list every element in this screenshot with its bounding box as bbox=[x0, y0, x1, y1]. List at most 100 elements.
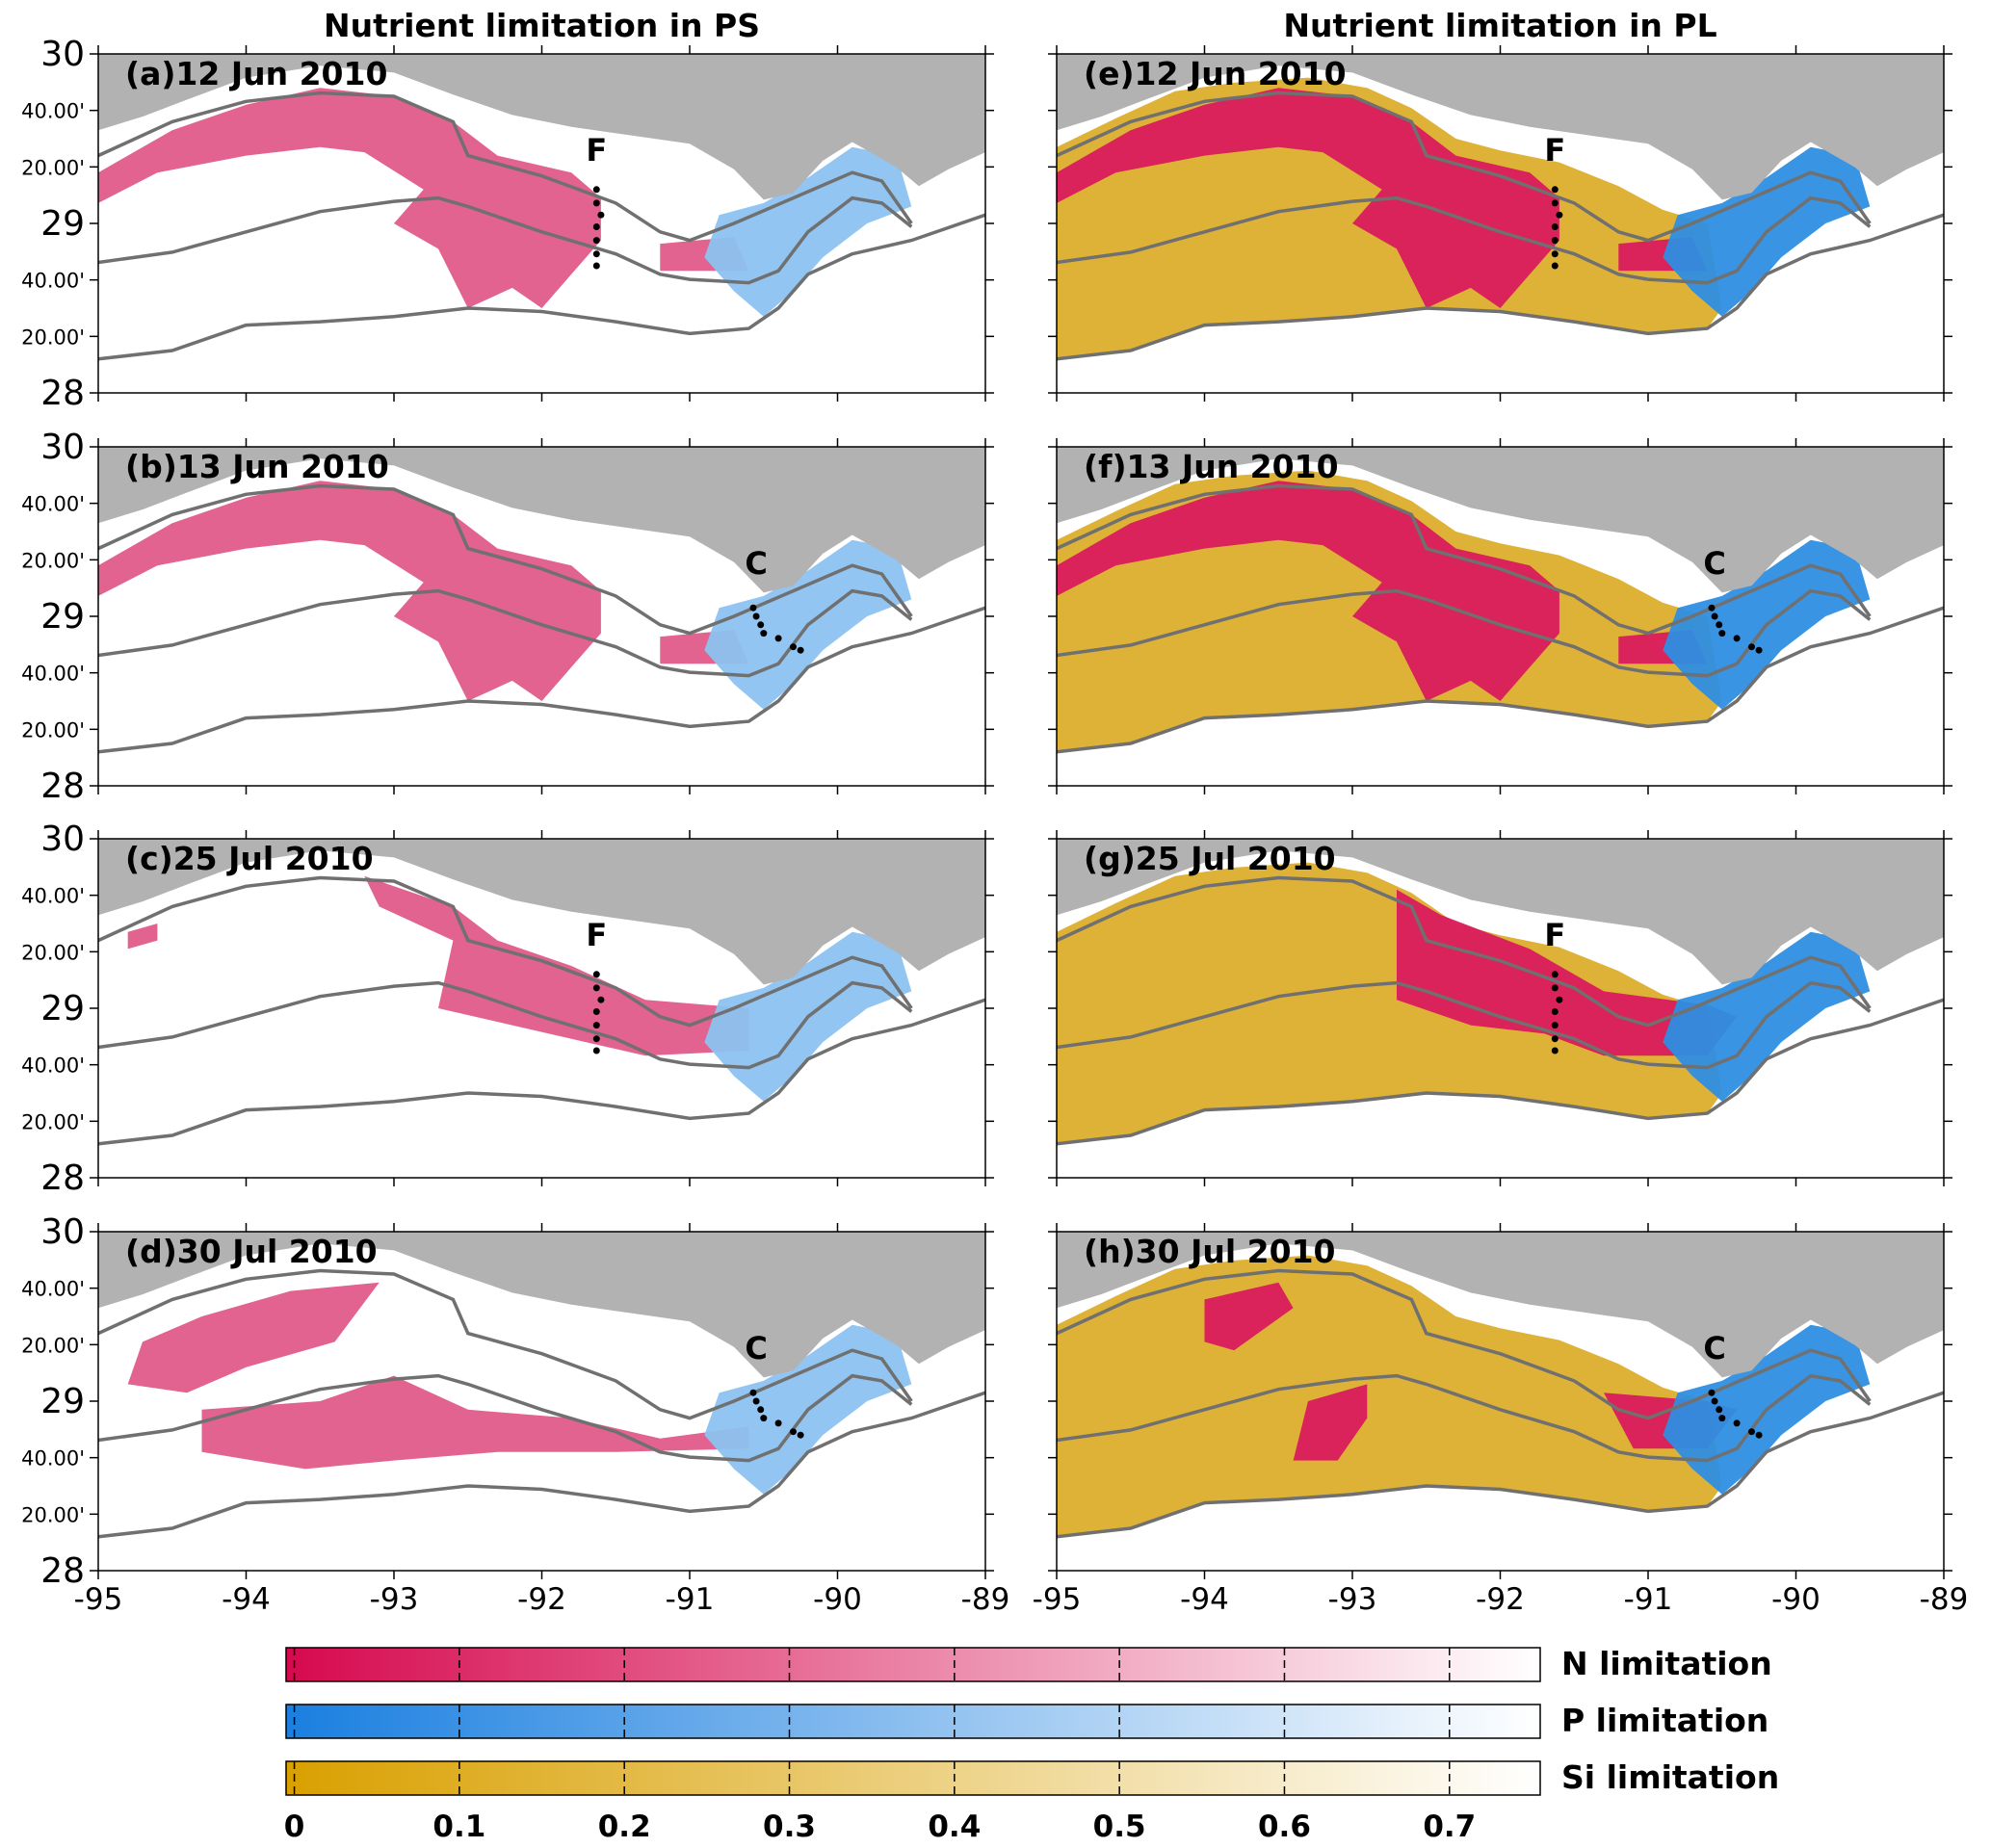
station-dot bbox=[1551, 186, 1559, 194]
isobath-contour bbox=[1057, 1391, 1944, 1539]
panel-label: (h)30 Jul 2010 bbox=[1084, 1233, 1336, 1270]
land bbox=[1057, 447, 1944, 593]
map-content: C bbox=[98, 1232, 985, 1571]
y-tick-label: 30 bbox=[40, 820, 85, 859]
isobath-contour bbox=[98, 1391, 985, 1539]
station-dot bbox=[597, 996, 605, 1003]
transect-label: C bbox=[745, 545, 767, 582]
y-tick-label: 40.00' bbox=[21, 1278, 85, 1301]
limitation-region bbox=[201, 1375, 749, 1470]
x-tick-label: -91 bbox=[666, 1582, 715, 1617]
x-tick-label: -90 bbox=[1771, 1582, 1821, 1617]
y-tick-label: 40.00' bbox=[21, 1054, 85, 1078]
y-tick-label: 30 bbox=[40, 428, 85, 467]
transect-label: F bbox=[586, 917, 607, 953]
isobath-contour bbox=[98, 606, 985, 754]
station-dot bbox=[1711, 612, 1718, 620]
colorbar-tick-label: 0.3 bbox=[763, 1809, 816, 1844]
limitation-region bbox=[98, 88, 601, 308]
station-dot bbox=[760, 1415, 768, 1422]
y-tick-label: 28 bbox=[40, 374, 85, 413]
colorbar-tick-label: 0 bbox=[284, 1809, 305, 1844]
station-dot bbox=[592, 199, 600, 207]
station-dot bbox=[1718, 630, 1726, 638]
isobath-contour bbox=[98, 213, 985, 361]
station-dot bbox=[1748, 643, 1755, 651]
station-dot bbox=[592, 984, 600, 992]
limitation-region bbox=[127, 1282, 380, 1393]
panel-label: (f)13 Jun 2010 bbox=[1084, 448, 1339, 485]
station-dot bbox=[1551, 250, 1559, 258]
station-dot bbox=[1755, 646, 1763, 654]
x-tick-label: -89 bbox=[961, 1582, 1010, 1617]
limitation-region bbox=[1204, 1282, 1294, 1351]
station-dot bbox=[790, 1428, 797, 1436]
colorbar-bar bbox=[285, 1704, 1541, 1739]
colorbar-tick-label: 0.2 bbox=[598, 1809, 651, 1844]
station-dot bbox=[797, 1431, 804, 1439]
y-tick-label: 28 bbox=[40, 1158, 85, 1198]
isobath-contour bbox=[98, 1268, 913, 1420]
map-content: C bbox=[1057, 447, 1944, 786]
isobath-contour bbox=[98, 91, 913, 243]
colorbar-p: P limitation bbox=[285, 1702, 1768, 1739]
station-dot bbox=[1716, 621, 1723, 629]
x-tick-label: -92 bbox=[1476, 1582, 1525, 1617]
station-dot bbox=[592, 262, 600, 270]
y-tick-label: 28 bbox=[40, 767, 85, 806]
isobath-contour bbox=[98, 1373, 913, 1463]
map-content: F bbox=[98, 839, 985, 1178]
colorbar-tick-label: 0.5 bbox=[1093, 1809, 1146, 1844]
y-tick-label: 28 bbox=[40, 1551, 85, 1591]
y-tick-label: 40.00' bbox=[21, 1447, 85, 1471]
x-tick-label: -93 bbox=[370, 1582, 419, 1617]
colorbar-si: Si limitation bbox=[285, 1758, 1779, 1796]
isobath-contour bbox=[98, 195, 913, 285]
transect-label: F bbox=[1544, 132, 1565, 169]
land bbox=[98, 839, 985, 985]
land bbox=[98, 447, 985, 593]
isobath-contour bbox=[98, 875, 913, 1028]
isobath-contour bbox=[1057, 483, 1872, 636]
isobath-contour bbox=[98, 483, 913, 636]
colorbar-bar bbox=[285, 1647, 1541, 1682]
station-dot bbox=[1551, 984, 1559, 992]
map-panel-b: C (b)13 Jun 2010 28 20.00' 40.00' 29 20.00' 40.… bbox=[21, 428, 994, 806]
colorbar-tick-label: 0.7 bbox=[1423, 1809, 1476, 1844]
land bbox=[98, 54, 985, 200]
panel-label: (g)25 Jul 2010 bbox=[1084, 840, 1336, 877]
station-dot bbox=[1708, 604, 1716, 612]
isobath-contour bbox=[1057, 998, 1944, 1146]
station-dot bbox=[757, 621, 765, 629]
station-dot bbox=[1551, 237, 1559, 245]
isobath-contour bbox=[1057, 195, 1872, 285]
station-dot bbox=[592, 1008, 600, 1015]
colorbar-tick-label: 0.4 bbox=[928, 1809, 981, 1844]
panel-label: (a)12 Jun 2010 bbox=[125, 55, 387, 92]
colorbar-label: N limitation bbox=[1561, 1645, 1772, 1682]
colorbar-tick-label: 0.6 bbox=[1258, 1809, 1311, 1844]
x-tick-label: -92 bbox=[517, 1582, 566, 1617]
map-panel-g: F (g)25 Jul 2010 bbox=[1048, 830, 1952, 1186]
colorbar-tick-label: 0.1 bbox=[432, 1809, 485, 1844]
colorbar-bar bbox=[285, 1760, 1541, 1796]
y-tick-label: 20.00' bbox=[21, 1503, 85, 1526]
map-content: F bbox=[98, 54, 985, 393]
station-dot bbox=[592, 250, 600, 258]
isobath-contour bbox=[1057, 91, 1872, 243]
y-tick-label: 30 bbox=[40, 35, 85, 74]
station-dot bbox=[592, 237, 600, 245]
station-dot bbox=[1551, 262, 1559, 270]
map-panel-f: C (f)13 Jun 2010 bbox=[1048, 438, 1952, 794]
y-tick-label: 20.00' bbox=[21, 941, 85, 964]
transect-label: C bbox=[745, 1330, 767, 1366]
map-panel-h: C (h)30 Jul 2010 -95 -94 -93 -92 -91 -90 -89 bbox=[1033, 1223, 1968, 1617]
station-dot bbox=[774, 1419, 782, 1427]
limitation-region bbox=[127, 924, 158, 950]
isobath-contour bbox=[98, 588, 913, 678]
isobath-contour bbox=[1057, 1268, 1872, 1420]
station-dot bbox=[1716, 1406, 1723, 1414]
station-dot bbox=[749, 604, 757, 612]
limitation-region bbox=[1293, 1384, 1368, 1461]
